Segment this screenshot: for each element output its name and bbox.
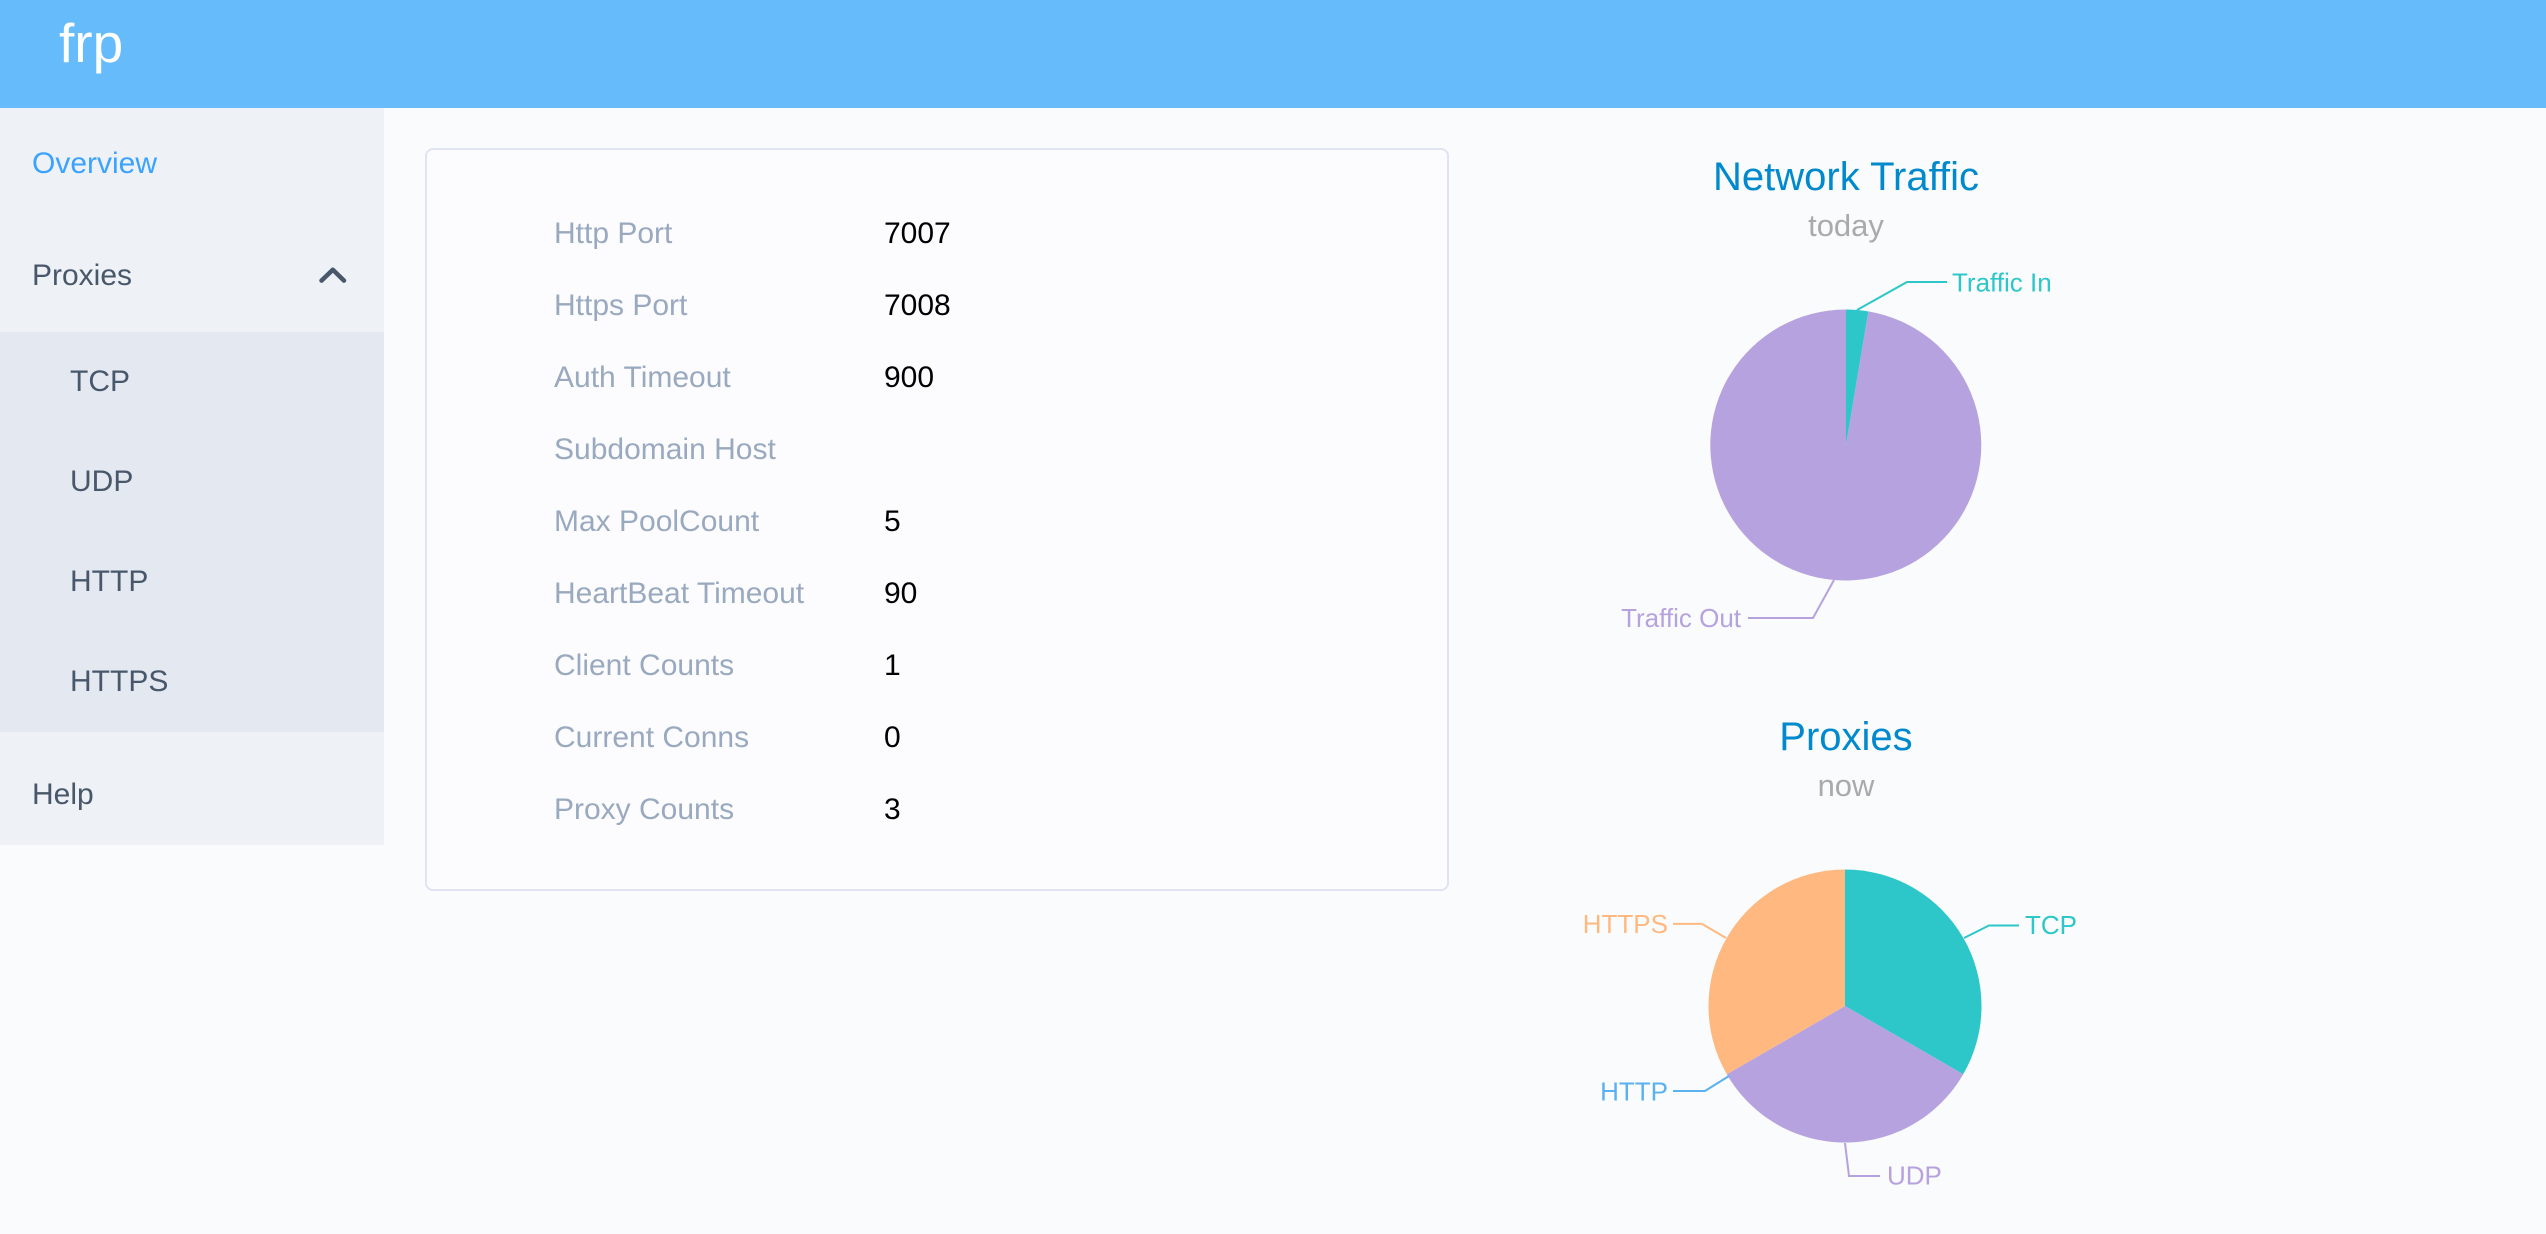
svg-text:Traffic In: Traffic In — [1952, 268, 2052, 298]
svg-text:now: now — [1818, 768, 1875, 803]
svg-text:TCP: TCP — [2025, 910, 2077, 940]
svg-text:HTTP: HTTP — [1600, 1076, 1668, 1106]
svg-text:Traffic Out: Traffic Out — [1621, 603, 1742, 633]
svg-text:today: today — [1808, 208, 1884, 243]
svg-text:Proxies: Proxies — [1779, 715, 1912, 759]
svg-text:Network Traffic: Network Traffic — [1713, 155, 1979, 199]
svg-text:UDP: UDP — [1887, 1161, 1942, 1191]
svg-text:HTTPS: HTTPS — [1583, 909, 1668, 939]
